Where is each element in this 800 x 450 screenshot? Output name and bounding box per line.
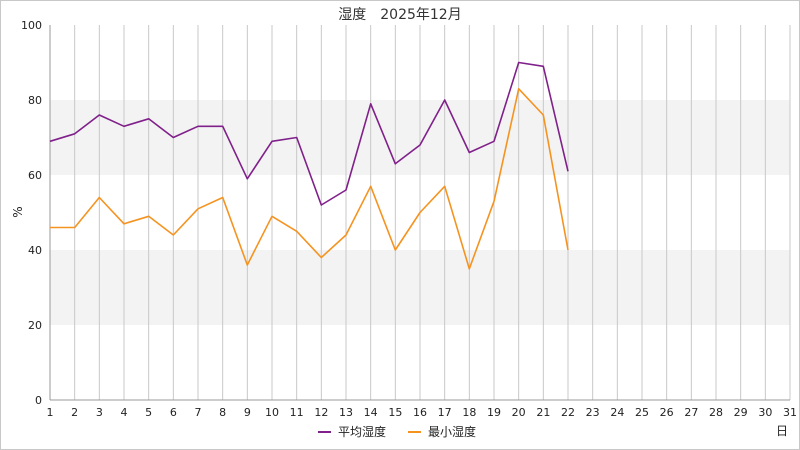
y-tick-label-100: 100 (21, 19, 42, 32)
x-tick-label-24: 24 (610, 406, 624, 419)
series-line-1 (50, 88, 569, 270)
y-tick-label-40: 40 (28, 244, 42, 257)
x-tick-label-29: 29 (734, 406, 748, 419)
x-tick-label-6: 6 (170, 406, 177, 419)
x-tick-label-23: 23 (586, 406, 600, 419)
x-tick-label-17: 17 (438, 406, 452, 419)
x-tick-label-10: 10 (265, 406, 279, 419)
x-tick-labels: 1 2 3 4 5 6 7 8 9 10 11 12 13 14 15 16 17 18 19 20 21 22 23 24 2… (47, 406, 798, 419)
series-line-0 (49, 61, 569, 206)
series-lines (49, 61, 569, 270)
x-tick-label-5: 5 (145, 406, 152, 419)
x-tick-label-22: 22 (561, 406, 575, 419)
x-tick-label-13: 13 (339, 406, 353, 419)
x-tick-label-25: 25 (635, 406, 649, 419)
vertical-gridlines (74, 25, 791, 400)
x-tick-label-1: 1 (47, 406, 54, 419)
x-tick-label-12: 12 (314, 406, 328, 419)
x-tick-label-18: 18 (462, 406, 476, 419)
y-axis-label: % (11, 206, 25, 217)
x-tick-label-16: 16 (413, 406, 427, 419)
chart-title: 湿度 2025年12月 (338, 7, 461, 23)
x-tick-label-9: 9 (244, 406, 251, 419)
legend-label-0: 平均湿度 (338, 424, 386, 439)
x-tick-label-15: 15 (388, 406, 402, 419)
x-axis-label: 日 (776, 424, 788, 438)
y-tick-label-80: 80 (28, 94, 42, 107)
x-tick-label-31: 31 (783, 406, 797, 419)
legend-label-1: 最小湿度 (428, 424, 476, 439)
x-tick-label-27: 27 (684, 406, 698, 419)
x-tick-label-3: 3 (96, 406, 103, 419)
y-tick-label-20: 20 (28, 319, 42, 332)
x-tick-label-26: 26 (660, 406, 674, 419)
x-tick-label-7: 7 (195, 406, 202, 419)
x-tick-label-11: 11 (290, 406, 304, 419)
x-tick-label-20: 20 (512, 406, 526, 419)
x-tick-label-14: 14 (364, 406, 378, 419)
x-tick-label-21: 21 (536, 406, 550, 419)
x-tick-label-30: 30 (758, 406, 772, 419)
x-tick-label-8: 8 (219, 406, 226, 419)
y-tick-labels: 0 20 40 60 80 100 (21, 19, 42, 407)
x-tick-label-19: 19 (487, 406, 501, 419)
x-tick-label-2: 2 (71, 406, 78, 419)
x-tick-label-28: 28 (709, 406, 723, 419)
axes (49, 25, 790, 401)
x-tick-label-4: 4 (121, 406, 128, 419)
legend: 平均湿度 最小湿度 (318, 424, 476, 439)
y-tick-label-60: 60 (28, 169, 42, 182)
y-tick-label-0: 0 (35, 394, 42, 407)
